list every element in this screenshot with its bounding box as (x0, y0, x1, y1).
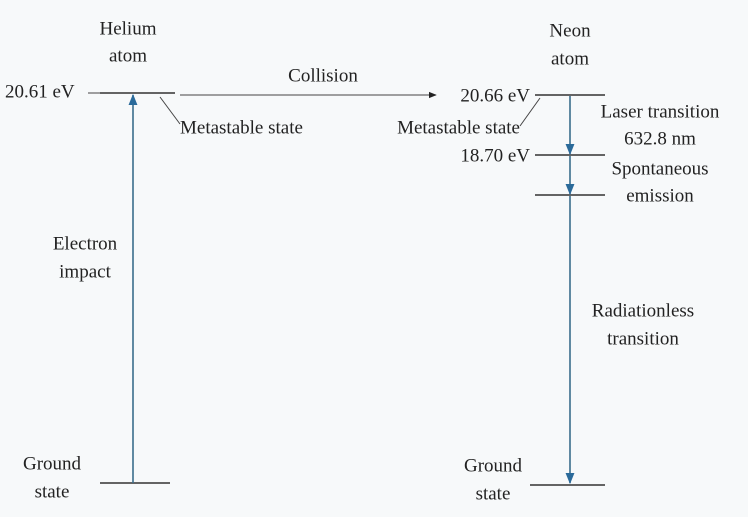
neon-lower-label: 18.70 eV (460, 145, 530, 166)
neon-metastable-label: Metastable state (397, 117, 520, 138)
laser-label: 632.8 nm (624, 128, 696, 149)
leader (519, 97, 541, 127)
spontaneous-label: emission (626, 185, 694, 206)
helium-title: atom (109, 45, 147, 66)
collision-label: Collision (288, 65, 358, 86)
radiationless-label: Radiationless (592, 300, 694, 321)
helium-ground-label: Ground (23, 453, 82, 474)
neon-ground-label: Ground (464, 455, 523, 476)
leader (159, 96, 181, 125)
spontaneous-label: Spontaneous (611, 158, 708, 179)
laser-label: Laser transition (601, 101, 720, 122)
neon-upper-label: 20.66 eV (460, 85, 530, 106)
excitation-label: Electron (53, 233, 118, 254)
helium-metastable-label: Metastable state (180, 117, 303, 138)
excitation-label: impact (59, 261, 111, 282)
neon-ground-label: state (476, 483, 511, 504)
neon-title: Neon (549, 20, 591, 41)
helium-level-label: 20.61 eV (5, 81, 75, 102)
helium-title: Helium (100, 18, 157, 39)
radiationless-label: transition (607, 328, 679, 349)
neon-title: atom (551, 48, 589, 69)
helium-ground-label: state (35, 481, 70, 502)
